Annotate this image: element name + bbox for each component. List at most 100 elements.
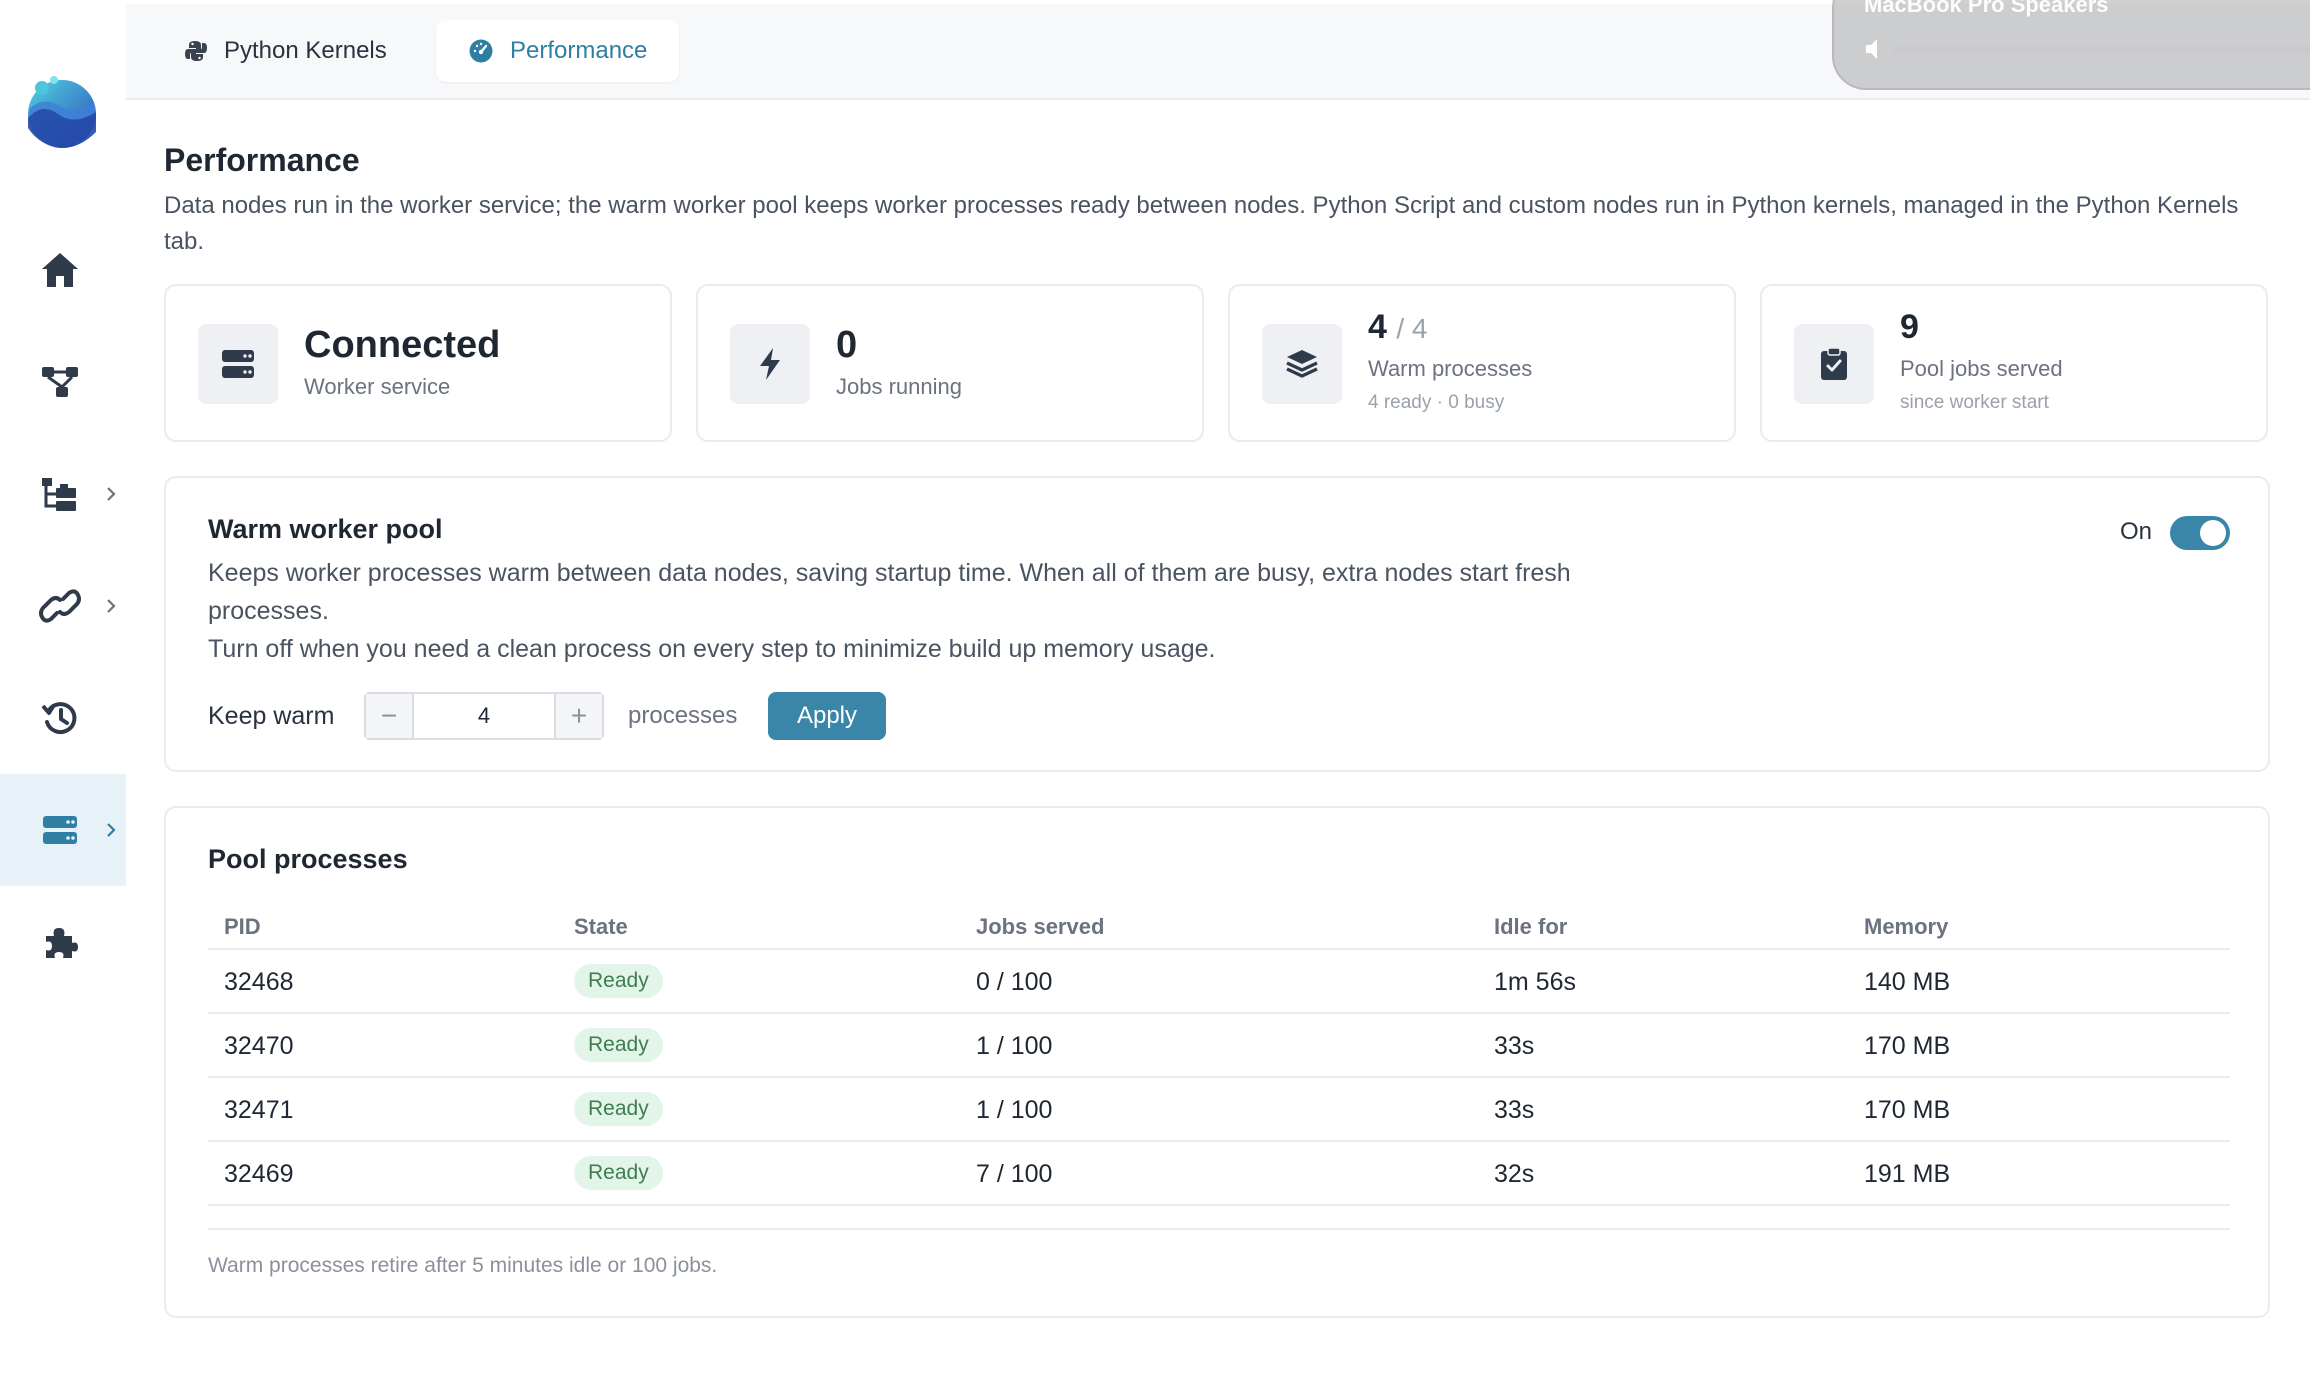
page-title: Performance xyxy=(164,142,360,178)
keep-warm-label: Keep warm xyxy=(208,702,335,730)
warm-pool-description-line-2: Turn off when you need a clean process o… xyxy=(208,635,1216,663)
warm-pool-title: Warm worker pool xyxy=(208,514,443,544)
sidebar-item-connections[interactable] xyxy=(0,550,126,662)
table-header: PID State Jobs served Idle for Memory xyxy=(208,904,2230,950)
pool-processes-title: Pool processes xyxy=(208,844,408,874)
volume-hud: MacBook Pro Speakers xyxy=(1832,0,2310,90)
warm-processes-total: / 4 xyxy=(1396,313,1428,344)
page-description: Data nodes run in the worker service; th… xyxy=(164,192,2239,255)
cell-memory: 191 MB xyxy=(1864,1160,1951,1188)
column-header-idle-for: Idle for xyxy=(1494,914,1568,939)
stat-card-worker-service: Connected Worker service xyxy=(164,284,672,442)
chevron-right-icon xyxy=(100,592,122,620)
chevron-right-icon xyxy=(100,816,122,844)
hierarchy-icon xyxy=(38,474,82,514)
table-footnote: Warm processes retire after 5 minutes id… xyxy=(208,1254,718,1277)
warm-pool-description: Keeps worker processes warm between data… xyxy=(208,554,1638,668)
stat-card-jobs-running: 0 Jobs running xyxy=(696,284,1204,442)
clipboard-check-icon xyxy=(1794,324,1874,404)
table-row: 32468 Ready 0 / 100 1m 56s 140 MB xyxy=(208,950,2230,1014)
column-header-state: State xyxy=(574,914,628,939)
jobs-running-label: Jobs running xyxy=(836,374,962,399)
chevron-right-icon xyxy=(100,480,122,508)
status-badge: Ready xyxy=(574,964,663,998)
keep-warm-input[interactable]: 4 xyxy=(477,703,491,728)
column-header-memory: Memory xyxy=(1864,914,1949,939)
cell-jobs-served: 1 / 100 xyxy=(976,1032,1053,1060)
puzzle-icon xyxy=(38,922,82,962)
sidebar-item-home[interactable] xyxy=(0,214,126,326)
tab-performance[interactable]: Performance xyxy=(436,20,680,82)
sidebar-item-plugins[interactable] xyxy=(0,886,126,998)
status-badge: Ready xyxy=(574,1028,663,1062)
apply-button[interactable]: Apply xyxy=(768,692,886,740)
server-icon xyxy=(198,324,278,404)
keep-warm-stepper: − 4 + xyxy=(364,692,604,740)
tab-label: Python Kernels xyxy=(224,37,387,64)
cell-pid: 32471 xyxy=(224,1096,294,1124)
cell-memory: 170 MB xyxy=(1864,1032,1951,1060)
link-icon xyxy=(38,586,82,626)
cell-pid: 32468 xyxy=(224,968,294,996)
column-header-jobs-served: Jobs served xyxy=(976,914,1105,939)
jobs-running-value: 0 xyxy=(836,324,858,366)
python-icon xyxy=(184,39,208,63)
bolt-icon xyxy=(730,324,810,404)
table-row: 32471 Ready 1 / 100 33s 170 MB xyxy=(208,1078,2230,1142)
worker-status-value: Connected xyxy=(304,324,501,366)
sidebar-item-history[interactable] xyxy=(0,662,126,774)
cell-idle-for: 33s xyxy=(1494,1096,1535,1124)
tab-bar: Python Kernels Performance MacBook Pro S… xyxy=(126,0,2310,100)
pool-jobs-label: Pool jobs served xyxy=(1900,356,2063,381)
divider xyxy=(208,1228,2230,1230)
warm-processes-label: Warm processes xyxy=(1368,356,1533,381)
warm-pool-toggle[interactable] xyxy=(2170,516,2230,550)
home-icon xyxy=(38,250,82,290)
decrement-button[interactable]: − xyxy=(366,694,414,738)
layers-icon xyxy=(1262,324,1342,404)
sidebar xyxy=(0,0,126,1396)
column-header-pid: PID xyxy=(224,914,261,939)
cell-jobs-served: 1 / 100 xyxy=(976,1096,1053,1124)
status-badge: Ready xyxy=(574,1092,663,1126)
warm-processes-count: 4 xyxy=(1368,308,1387,346)
warm-processes-sub: 4 ready · 0 busy xyxy=(1368,392,1505,413)
pool-jobs-value: 9 xyxy=(1900,308,1919,346)
cell-idle-for: 1m 56s xyxy=(1494,968,1576,996)
pool-jobs-sub: since worker start xyxy=(1900,392,2049,413)
cell-pid: 32470 xyxy=(224,1032,294,1060)
toggle-knob xyxy=(2200,520,2226,546)
app-logo[interactable] xyxy=(24,72,98,150)
cell-jobs-served: 0 / 100 xyxy=(976,968,1053,996)
warm-pool-panel: Warm worker pool Keeps worker processes … xyxy=(164,476,2270,772)
server-icon xyxy=(38,810,82,850)
status-badge: Ready xyxy=(574,1156,663,1190)
volume-output-device: MacBook Pro Speakers xyxy=(1864,0,2109,17)
history-icon xyxy=(38,698,82,738)
cell-idle-for: 33s xyxy=(1494,1032,1535,1060)
worker-status-label: Worker service xyxy=(304,374,451,399)
warm-processes-value: 4 / 4 xyxy=(1368,308,1428,347)
cell-idle-for: 32s xyxy=(1494,1160,1535,1188)
cell-memory: 140 MB xyxy=(1864,968,1951,996)
tab-python-kernels[interactable]: Python Kernels xyxy=(152,20,419,82)
speaker-low-icon xyxy=(1864,36,1884,67)
warm-pool-description-line-1: Keeps worker processes warm between data… xyxy=(208,559,1571,625)
table-row: 32469 Ready 7 / 100 32s 191 MB xyxy=(208,1142,2230,1206)
warm-pool-toggle-label: On xyxy=(2120,518,2153,545)
cell-jobs-served: 7 / 100 xyxy=(976,1160,1053,1188)
pool-processes-panel: Pool processes PID State Jobs served Idl… xyxy=(164,806,2270,1318)
increment-button[interactable]: + xyxy=(554,694,602,738)
sidebar-item-server[interactable] xyxy=(0,774,126,886)
sidebar-item-workflow[interactable] xyxy=(0,326,126,438)
sidebar-item-catalog[interactable] xyxy=(0,438,126,550)
processes-unit-label: processes xyxy=(628,702,738,729)
tab-label: Performance xyxy=(510,37,648,64)
stat-card-warm-processes: 4 / 4 Warm processes 4 ready · 0 busy xyxy=(1228,284,1736,442)
table-row: 32470 Ready 1 / 100 33s 170 MB xyxy=(208,1014,2230,1078)
volume-slider[interactable] xyxy=(1894,46,2310,54)
pool-processes-table: PID State Jobs served Idle for Memory 32… xyxy=(208,904,2230,1206)
cell-pid: 32469 xyxy=(224,1160,294,1188)
stat-card-pool-jobs-served: 9 Pool jobs served since worker start xyxy=(1760,284,2268,442)
workflow-icon xyxy=(38,362,82,402)
